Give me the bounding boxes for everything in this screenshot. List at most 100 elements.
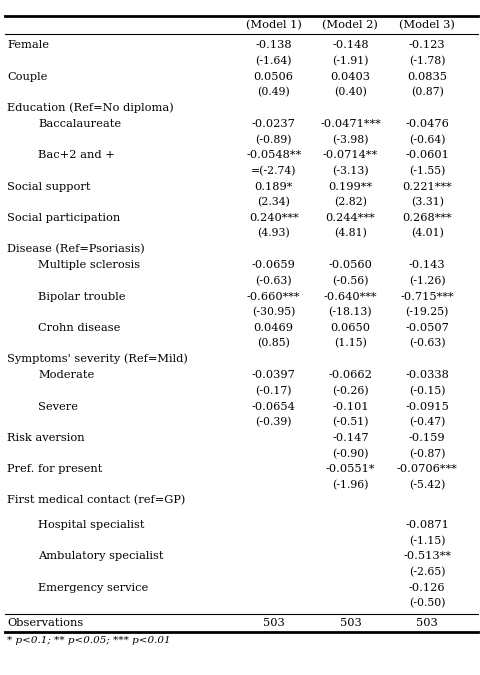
Text: (-3.98): (-3.98) — [332, 134, 369, 144]
Text: (-19.25): (-19.25) — [406, 307, 449, 317]
Text: -0.138: -0.138 — [255, 40, 292, 50]
Text: -0.0915: -0.0915 — [405, 402, 449, 412]
Text: Observations: Observations — [7, 618, 84, 628]
Text: (4.01): (4.01) — [411, 228, 444, 239]
Text: -0.148: -0.148 — [332, 40, 369, 50]
Text: (2.82): (2.82) — [334, 197, 367, 207]
Text: -0.0871: -0.0871 — [405, 520, 449, 530]
Text: Ambulatory specialist: Ambulatory specialist — [38, 551, 164, 562]
Text: -0.0714**: -0.0714** — [323, 151, 378, 160]
Text: (-0.89): (-0.89) — [255, 134, 292, 144]
Text: -0.640***: -0.640*** — [324, 292, 377, 302]
Text: -0.159: -0.159 — [409, 433, 445, 443]
Text: (-30.95): (-30.95) — [252, 307, 295, 317]
Text: -0.126: -0.126 — [409, 583, 445, 593]
Text: (-0.63): (-0.63) — [255, 276, 292, 286]
Text: Couple: Couple — [7, 72, 48, 82]
Text: (-3.13): (-3.13) — [332, 166, 369, 176]
Text: First medical contact (ref=GP): First medical contact (ref=GP) — [7, 495, 186, 506]
Text: Social support: Social support — [7, 182, 91, 192]
Text: (-0.26): (-0.26) — [332, 386, 369, 396]
Text: -0.0662: -0.0662 — [328, 371, 372, 381]
Text: -0.513**: -0.513** — [403, 551, 451, 562]
Text: -0.0338: -0.0338 — [405, 371, 449, 381]
Text: -0.0560: -0.0560 — [328, 261, 372, 270]
Text: -0.123: -0.123 — [409, 40, 445, 50]
Text: -0.101: -0.101 — [332, 402, 369, 412]
Text: -0.0654: -0.0654 — [252, 402, 296, 412]
Text: -0.0397: -0.0397 — [252, 371, 296, 381]
Text: -0.0237: -0.0237 — [252, 119, 296, 129]
Text: -0.0706***: -0.0706*** — [397, 464, 457, 475]
Text: (4.93): (4.93) — [257, 228, 290, 239]
Text: (-0.50): (-0.50) — [409, 598, 445, 608]
Text: Emergency service: Emergency service — [38, 583, 149, 593]
Text: 0.189*: 0.189* — [254, 182, 293, 192]
Text: -0.0551*: -0.0551* — [325, 464, 375, 475]
Text: -0.143: -0.143 — [409, 261, 445, 270]
Text: =(-2.74): =(-2.74) — [251, 166, 296, 176]
Text: Baccalaureate: Baccalaureate — [38, 119, 121, 129]
Text: (3.31): (3.31) — [411, 197, 444, 207]
Text: Female: Female — [7, 40, 49, 50]
Text: Multiple sclerosis: Multiple sclerosis — [38, 261, 141, 270]
Text: (-1.91): (-1.91) — [332, 56, 369, 66]
Text: (-0.56): (-0.56) — [332, 276, 369, 286]
Text: (-0.51): (-0.51) — [332, 417, 369, 427]
Text: -0.715***: -0.715*** — [400, 292, 454, 302]
Text: 0.0506: 0.0506 — [253, 72, 294, 82]
Text: -0.147: -0.147 — [332, 433, 369, 443]
Text: (-0.15): (-0.15) — [409, 386, 445, 396]
Text: 0.240***: 0.240*** — [249, 213, 299, 223]
Text: (-0.39): (-0.39) — [255, 417, 292, 427]
Text: (2.34): (2.34) — [257, 197, 290, 207]
Text: Social participation: Social participation — [7, 213, 120, 223]
Text: Education (Ref=No diploma): Education (Ref=No diploma) — [7, 103, 174, 113]
Text: Pref. for present: Pref. for present — [7, 464, 103, 475]
Text: Disease (Ref=Psoriasis): Disease (Ref=Psoriasis) — [7, 244, 145, 254]
Text: (0.49): (0.49) — [257, 87, 290, 97]
Text: -0.0476: -0.0476 — [405, 119, 449, 129]
Text: (-1.26): (-1.26) — [409, 276, 445, 286]
Text: (-0.87): (-0.87) — [409, 448, 445, 459]
Text: (-0.47): (-0.47) — [409, 417, 445, 427]
Text: -0.0548**: -0.0548** — [246, 151, 301, 160]
Text: Hospital specialist: Hospital specialist — [38, 520, 145, 530]
Text: (0.40): (0.40) — [334, 87, 367, 97]
Text: (0.87): (0.87) — [411, 87, 444, 97]
Text: (-1.55): (-1.55) — [409, 166, 445, 176]
Text: (-1.96): (-1.96) — [332, 480, 369, 490]
Text: (-0.64): (-0.64) — [409, 134, 445, 144]
Text: 0.221***: 0.221*** — [402, 182, 452, 192]
Text: (-0.63): (-0.63) — [409, 338, 445, 349]
Text: -0.0601: -0.0601 — [405, 151, 449, 160]
Text: 0.0650: 0.0650 — [330, 323, 371, 333]
Text: (-1.15): (-1.15) — [409, 535, 445, 546]
Text: (-18.13): (-18.13) — [329, 307, 372, 317]
Text: -0.0471***: -0.0471*** — [320, 119, 381, 129]
Text: (-0.90): (-0.90) — [332, 448, 369, 459]
Text: Severe: Severe — [38, 402, 78, 412]
Text: Bipolar trouble: Bipolar trouble — [38, 292, 126, 302]
Text: Bac+2 and +: Bac+2 and + — [38, 151, 115, 160]
Text: 0.0835: 0.0835 — [407, 72, 447, 82]
Text: Risk aversion: Risk aversion — [7, 433, 85, 443]
Text: 503: 503 — [416, 618, 438, 628]
Text: 503: 503 — [263, 618, 285, 628]
Text: 0.0403: 0.0403 — [330, 72, 371, 82]
Text: -0.660***: -0.660*** — [247, 292, 300, 302]
Text: (-2.65): (-2.65) — [409, 567, 445, 577]
Text: (0.85): (0.85) — [257, 338, 290, 349]
Text: 0.199**: 0.199** — [328, 182, 372, 192]
Text: (-0.17): (-0.17) — [255, 386, 292, 396]
Text: (-1.64): (-1.64) — [255, 56, 292, 66]
Text: 0.244***: 0.244*** — [325, 213, 375, 223]
Text: -0.0659: -0.0659 — [252, 261, 296, 270]
Text: Moderate: Moderate — [38, 371, 95, 381]
Text: * p<0.1; ** p<0.05; *** p<0.01: * p<0.1; ** p<0.05; *** p<0.01 — [7, 636, 171, 645]
Text: Symptoms' severity (Ref=Mild): Symptoms' severity (Ref=Mild) — [7, 354, 188, 364]
Text: (Model 2): (Model 2) — [323, 20, 378, 30]
Text: (1.15): (1.15) — [334, 338, 367, 349]
Text: 0.0469: 0.0469 — [253, 323, 294, 333]
Text: (-1.78): (-1.78) — [409, 56, 445, 66]
